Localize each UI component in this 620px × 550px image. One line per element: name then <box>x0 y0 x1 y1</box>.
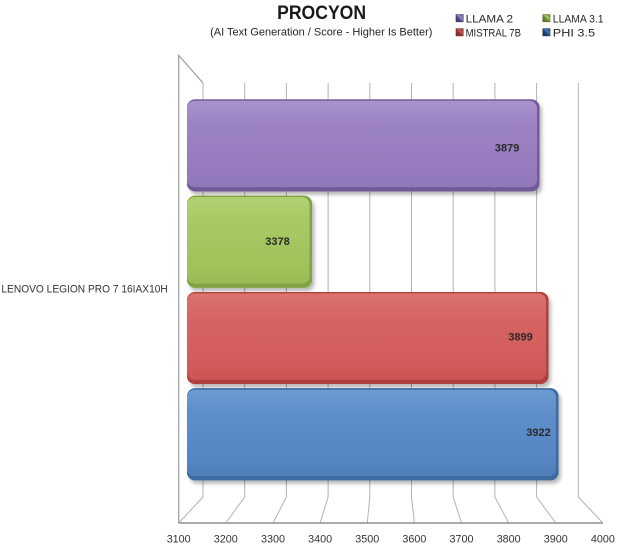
svg-text:PROCYON: PROCYON <box>277 2 366 24</box>
svg-text:3922: 3922 <box>526 427 551 439</box>
svg-text:3378: 3378 <box>265 236 290 248</box>
svg-text:3300: 3300 <box>261 533 285 545</box>
svg-text:PHI 3.5: PHI 3.5 <box>553 28 595 40</box>
svg-text:3100: 3100 <box>167 533 191 545</box>
svg-text:4000: 4000 <box>591 533 615 545</box>
svg-text:3899: 3899 <box>508 331 533 343</box>
svg-text:3500: 3500 <box>355 533 379 545</box>
svg-text:LENOVO LEGION PRO 7 16IAX10H: LENOVO LEGION PRO 7 16IAX10H <box>1 284 167 296</box>
svg-text:3800: 3800 <box>497 533 521 545</box>
svg-text:3200: 3200 <box>214 533 238 545</box>
svg-text:3900: 3900 <box>544 533 568 545</box>
svg-text:(AI Text Generation / Score -: (AI Text Generation / Score - Higher Is … <box>210 27 432 39</box>
svg-text:3700: 3700 <box>450 533 474 545</box>
svg-text:LLAMA 2: LLAMA 2 <box>466 14 513 26</box>
svg-text:LLAMA 3.1: LLAMA 3.1 <box>553 14 604 26</box>
svg-text:3400: 3400 <box>308 533 332 545</box>
svg-text:MISTRAL 7B: MISTRAL 7B <box>466 28 521 40</box>
svg-text:3600: 3600 <box>402 533 426 545</box>
svg-text:3879: 3879 <box>495 143 520 155</box>
